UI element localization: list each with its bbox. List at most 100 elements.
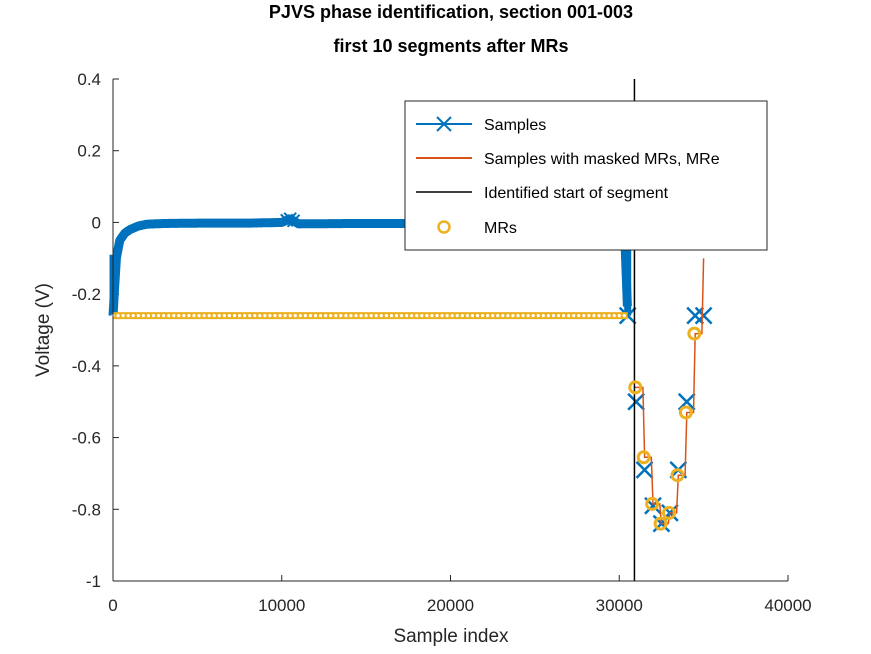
mrs-marker-hole bbox=[410, 314, 414, 318]
mrs-marker-hole bbox=[425, 314, 429, 318]
mrs-marker-hole bbox=[384, 314, 388, 318]
mrs-marker-hole bbox=[354, 314, 358, 318]
x-tick-label: 30000 bbox=[596, 596, 643, 615]
mrs-marker-hole bbox=[298, 314, 302, 318]
mrs-marker-hole bbox=[268, 314, 272, 318]
x-axis-label: Sample index bbox=[393, 626, 509, 647]
mrs-marker-hole bbox=[288, 314, 292, 318]
x-tick-label: 20000 bbox=[427, 596, 474, 615]
mrs-marker-hole bbox=[167, 314, 171, 318]
mrs-marker-hole bbox=[177, 314, 181, 318]
mrs-marker-hole bbox=[531, 314, 535, 318]
mrs-marker-hole bbox=[577, 314, 581, 318]
mrs-marker-hole bbox=[192, 314, 196, 318]
mrs-marker-hole bbox=[405, 314, 409, 318]
mrs-marker-hole bbox=[597, 314, 601, 318]
samples-marker bbox=[635, 460, 654, 479]
y-tick-label: -0.2 bbox=[72, 285, 101, 304]
y-tick-label: -0.6 bbox=[72, 429, 101, 448]
y-tick-label: 0.4 bbox=[77, 70, 101, 89]
mrs-marker-hole bbox=[162, 314, 166, 318]
mrs-marker-hole bbox=[435, 314, 439, 318]
mrs-marker-hole bbox=[207, 314, 211, 318]
x-axis-ticks: 0 10000 20000 30000 40000 bbox=[108, 575, 812, 615]
mrs-marker-hole bbox=[217, 314, 221, 318]
x-tick-label: 40000 bbox=[764, 596, 811, 615]
legend-label-masked: Samples with masked MRs, MRe bbox=[484, 151, 720, 168]
mrs-marker-hole bbox=[420, 314, 424, 318]
y-tick-label: -0.8 bbox=[72, 500, 101, 519]
mrs-marker-hole bbox=[582, 314, 586, 318]
mrs-marker-hole bbox=[136, 314, 140, 318]
mrs-marker-hole bbox=[415, 314, 419, 318]
mrs-marker-hole bbox=[572, 314, 576, 318]
mrs-marker-hole bbox=[202, 314, 206, 318]
mrs-marker-hole bbox=[592, 314, 596, 318]
legend-item-masked: Samples with masked MRs, MRe bbox=[416, 151, 720, 168]
mrs-marker-hole bbox=[222, 314, 226, 318]
x-tick-label: 0 bbox=[108, 596, 117, 615]
mrs-marker-hole bbox=[546, 314, 550, 318]
mrs-marker-hole bbox=[318, 314, 323, 318]
mrs-marker-hole bbox=[551, 314, 556, 318]
mrs-marker-hole bbox=[303, 314, 307, 318]
legend-marker-x-icon bbox=[436, 116, 452, 132]
y-axis-label: Voltage (V) bbox=[33, 283, 54, 377]
mrs-marker bbox=[687, 326, 702, 341]
mrs-marker-hole bbox=[389, 314, 394, 318]
mrs-marker-hole bbox=[141, 314, 145, 318]
mrs-marker bbox=[645, 496, 660, 511]
mrs-marker-hole bbox=[121, 314, 125, 318]
mrs-marker-hole bbox=[450, 314, 454, 318]
mrs-marker-hole bbox=[536, 314, 540, 318]
legend-item-samples: Samples bbox=[416, 116, 546, 134]
mrs-marker-hole bbox=[465, 314, 469, 318]
mrs-marker-hole bbox=[364, 314, 368, 318]
x-tick-label: 10000 bbox=[258, 596, 305, 615]
mrs-marker bbox=[653, 516, 668, 531]
mrs-marker-hole bbox=[227, 314, 232, 318]
legend-label-segment-start: Identified start of segment bbox=[484, 185, 669, 202]
mrs-marker-hole bbox=[511, 314, 515, 318]
mrs-marker bbox=[628, 380, 643, 395]
mrs-marker-hole bbox=[399, 314, 404, 318]
mrs-marker-hole bbox=[556, 314, 561, 318]
mrs-marker-hole bbox=[329, 314, 333, 318]
mrs-marker-hole bbox=[526, 314, 530, 318]
mrs-marker-hole bbox=[248, 314, 252, 318]
mrs-marker-hole bbox=[273, 314, 277, 318]
mrs-marker-hole bbox=[491, 314, 495, 318]
mrs-marker-hole bbox=[253, 314, 257, 318]
mrs-marker-hole bbox=[486, 314, 490, 318]
mrs-marker-hole bbox=[374, 314, 378, 318]
mrs-marker-hole bbox=[622, 314, 626, 318]
mrs-marker bbox=[636, 450, 651, 465]
samples-marker bbox=[686, 306, 705, 325]
mrs-marker-hole bbox=[182, 314, 186, 318]
mrs-marker-hole bbox=[126, 314, 130, 318]
legend-item-segment-start: Identified start of segment bbox=[416, 185, 669, 202]
mrs-marker-hole bbox=[212, 314, 216, 318]
mrs-marker-hole bbox=[151, 314, 156, 318]
mrs-marker-hole bbox=[567, 314, 571, 318]
mrs-marker-hole bbox=[146, 314, 151, 318]
legend-label-samples: Samples bbox=[484, 117, 546, 134]
mrs-marker-hole bbox=[475, 314, 480, 318]
mrs-marker-hole bbox=[394, 314, 399, 318]
mrs-marker-hole bbox=[243, 314, 247, 318]
mrs-marker-hole bbox=[379, 314, 383, 318]
mrs-marker-hole bbox=[187, 314, 191, 318]
y-tick-label: 0.2 bbox=[77, 142, 101, 161]
mrs-marker-hole bbox=[258, 314, 262, 318]
mrs-marker-hole bbox=[612, 314, 616, 318]
mrs-marker-hole bbox=[506, 314, 510, 318]
mrs-marker bbox=[670, 468, 685, 483]
mrs-marker-hole bbox=[521, 314, 525, 318]
samples-marker bbox=[627, 392, 646, 411]
mrs-marker-hole bbox=[617, 314, 621, 318]
mrs-marker-hole bbox=[440, 314, 444, 318]
chart-title-line-1: PJVS phase identification, section 001-0… bbox=[269, 2, 633, 22]
mrs-marker-hole bbox=[278, 314, 282, 318]
mrs-marker-hole bbox=[172, 314, 176, 318]
samples-marker bbox=[286, 214, 301, 228]
